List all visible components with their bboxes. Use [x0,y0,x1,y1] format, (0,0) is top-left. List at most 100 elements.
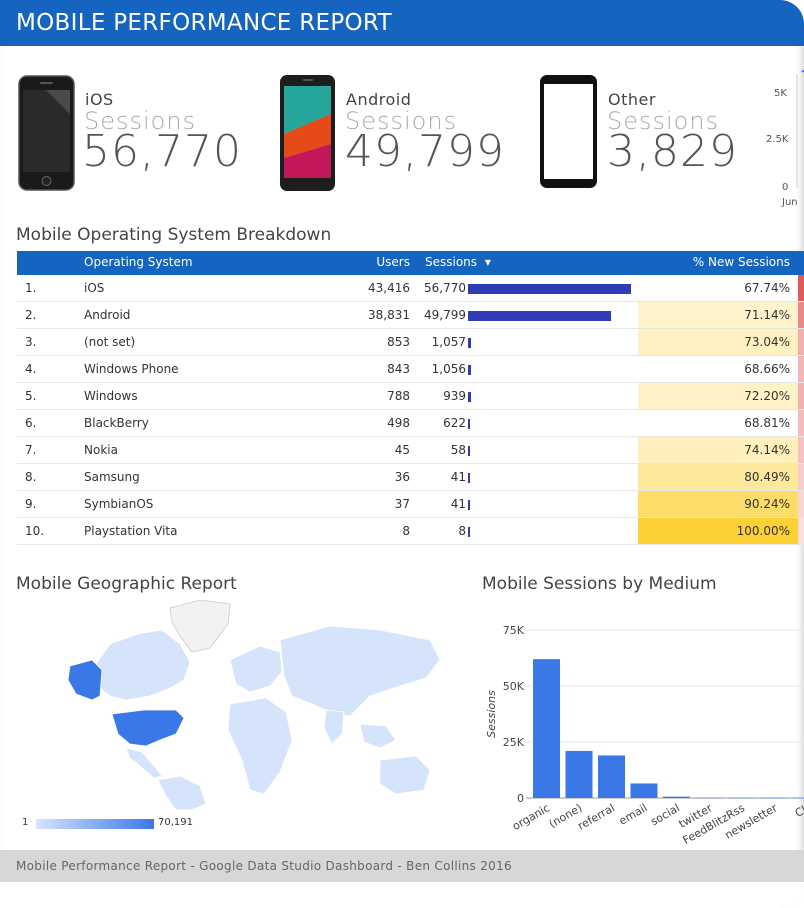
table-row[interactable]: 9. SymbianOS 37 41 90.24% [17,491,804,518]
table-row[interactable]: 10. Playstation Vita 8 8 100.00% [17,518,804,545]
x-tick-label: email [617,801,650,827]
row-os: Windows [84,389,138,403]
android-phone-icon [280,75,335,191]
x-tick-label: social [648,801,682,828]
pct-heat-cell [638,437,798,463]
row-users: 853 [387,335,410,349]
row-os: Samsung [84,470,140,484]
kpi-name: iOS [85,90,114,109]
sessions-bar [468,392,471,402]
mini-x-label: Jun [782,197,798,208]
report-title: MOBILE PERFORMANCE REPORT [16,10,392,36]
row-users: 788 [387,389,410,403]
table-header: Operating System Users Sessions ▾ % New … [17,251,804,275]
row-os: (not set) [84,335,136,349]
y-tick-label: 25K [503,736,525,749]
table-row[interactable]: 3. (not set) 853 1,057 73.04% [17,329,804,356]
kpi-name: Other [608,90,656,109]
pct-heat-cell [638,491,798,517]
table-row[interactable]: 2. Android 38,831 49,799 71.14% [17,302,804,329]
table-row[interactable]: 8. Samsung 36 41 80.49% [17,464,804,491]
table-row[interactable]: 7. Nokia 45 58 74.14% [17,437,804,464]
table-row[interactable]: 6. BlackBerry 498 622 68.81% [17,410,804,437]
row-new-sessions: 90.24% [744,497,790,511]
footer-text: Mobile Performance Report - Google Data … [16,859,512,873]
y-tick-label: 75K [503,624,525,637]
pct-heat-cell [638,383,798,409]
row-sessions: 8 [458,524,466,538]
legend-max: 70,191 [158,817,193,828]
row-edge-marker [798,275,804,301]
australia-region [379,755,431,795]
row-users: 843 [387,362,410,376]
pct-heat-cell [638,302,798,328]
sessions-bar [468,338,472,348]
row-index: 6. [25,416,37,430]
mini-tick-0: 0 [782,182,789,193]
row-edge-marker [798,383,804,409]
sessions-bar [468,284,631,294]
row-os: Windows Phone [84,362,179,376]
row-os: Android [84,308,131,322]
col-new-sessions[interactable]: % New Sessions [692,255,790,269]
x-tick-label: organic [510,801,552,833]
sort-desc-icon: ▾ [484,255,491,269]
row-sessions: 1,057 [431,335,466,349]
row-new-sessions: 68.66% [744,362,790,376]
generic-phone-icon [540,75,597,188]
africa-region [227,697,293,795]
row-new-sessions: 67.74% [744,281,790,295]
col-os[interactable]: Operating System [84,255,193,269]
pct-heat-cell [638,464,798,490]
kpi-value: 3,829 [607,126,738,177]
row-users: 8 [402,524,410,538]
row-new-sessions: 72.20% [744,389,790,403]
os-breakdown-title: Mobile Operating System Breakdown [16,225,332,245]
row-new-sessions: 100.00% [736,524,790,538]
os-breakdown-table: Operating System Users Sessions ▾ % New … [17,251,804,545]
col-users[interactable]: Users [376,255,410,269]
row-os: Nokia [84,443,118,457]
table-row[interactable]: 1. iOS 43,416 56,770 67.74% [17,275,804,302]
sessions-trend-mini-chart: 5K 2.5K 0 Jun [760,70,804,210]
sessions-bar [468,365,472,375]
kpi-metric: Sessions [345,107,458,135]
kpi-metric: Sessions [84,107,197,135]
row-edge-marker [798,302,804,328]
world-map[interactable] [30,600,450,810]
kpi-ios: iOS Sessions 56,770 [18,74,258,194]
table-body: 1. iOS 43,416 56,770 67.74% 2. Android 38,831 49… [17,275,804,545]
row-os: SymbianOS [84,497,154,511]
row-edge-marker [798,464,804,490]
bar-twitter [695,797,723,799]
row-users: 45 [394,443,410,457]
table-row[interactable]: 5. Windows 788 939 72.20% [17,383,804,410]
col-sessions[interactable]: Sessions ▾ [425,255,491,269]
row-users: 36 [394,470,410,484]
geo-report-title: Mobile Geographic Report [16,574,237,594]
row-index: 9. [25,497,37,511]
row-edge-marker [798,437,804,463]
row-new-sessions: 73.04% [744,335,790,349]
legend-gradient [36,819,154,829]
table-row[interactable]: 4. Windows Phone 843 1,056 68.66% [17,356,804,383]
row-index: 1. [25,281,37,295]
row-index: 8. [25,470,37,484]
row-edge-marker [798,356,804,382]
mini-chart-axis [796,70,804,188]
row-os: BlackBerry [84,416,149,430]
kpi-android: Android Sessions 49,799 [279,74,519,194]
bar-newsletter [760,797,788,799]
greenland-region [169,600,231,653]
asia-region [279,625,441,717]
bar-ch [793,797,804,799]
row-index: 3. [25,335,37,349]
legend-min: 1 [22,817,29,828]
central-america-region [125,747,163,779]
sessions-bar [468,419,470,429]
row-sessions: 41 [450,470,466,484]
row-os: Playstation Vita [84,524,178,538]
map-legend: 1 70,191 [20,817,200,831]
